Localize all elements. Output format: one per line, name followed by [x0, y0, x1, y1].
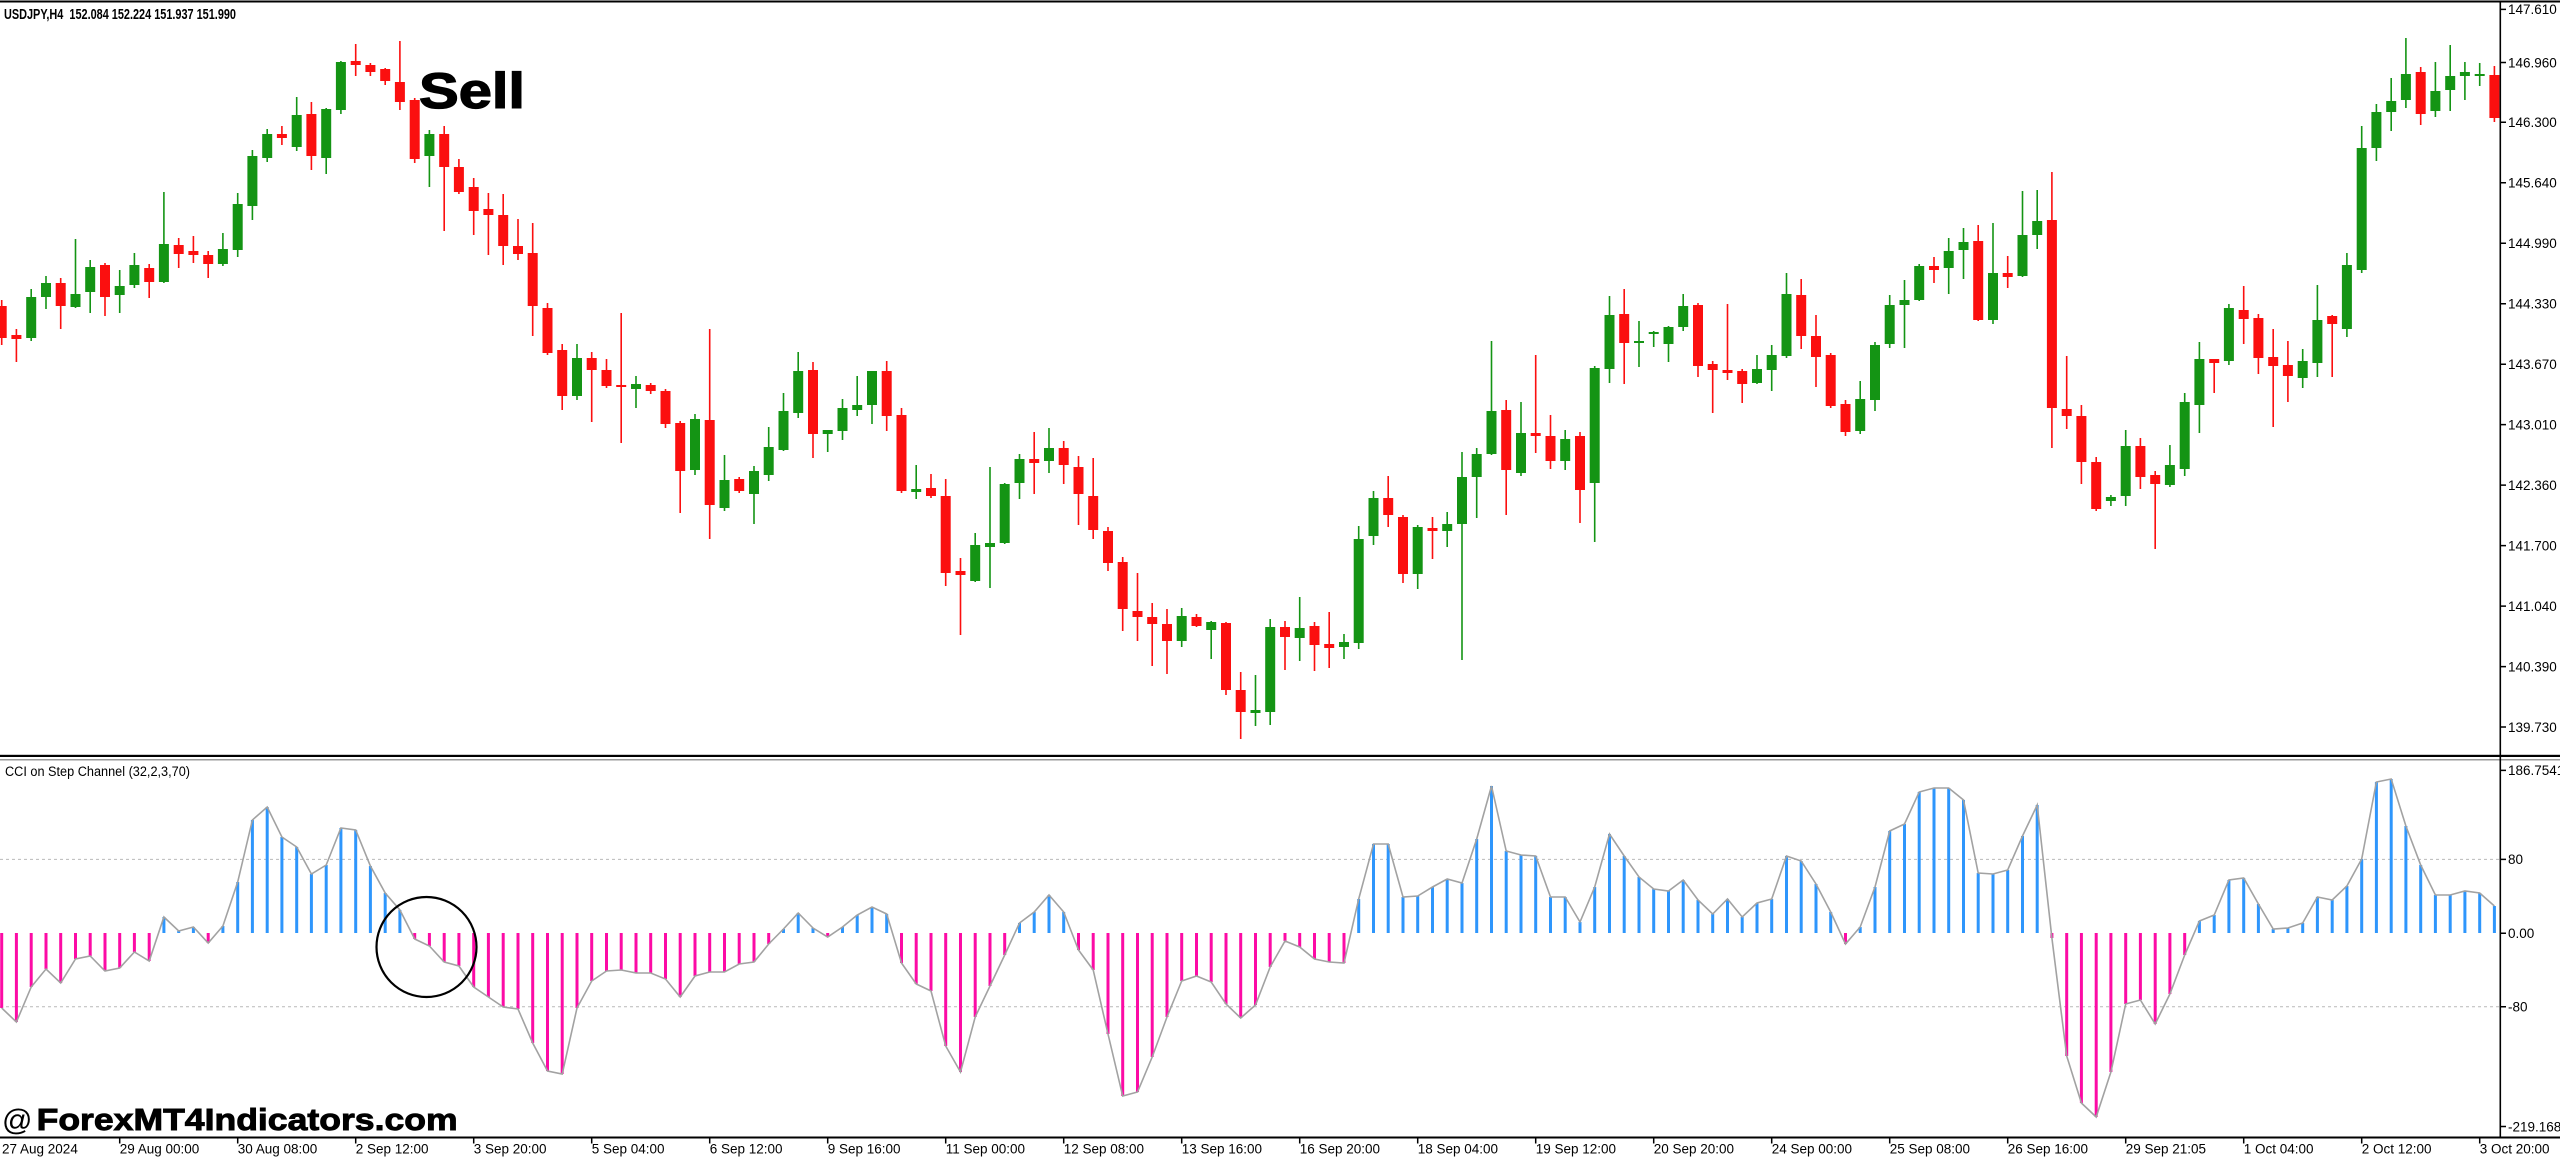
svg-text:146.300: 146.300: [2508, 115, 2557, 130]
svg-text:USDJPY,H4 152.084 152.224 151: USDJPY,H4 152.084 152.224 151.937 151.99…: [4, 6, 236, 23]
svg-text:143.670: 143.670: [2508, 357, 2557, 372]
svg-text:3 Sep 20:00: 3 Sep 20:00: [474, 1142, 547, 1157]
svg-text:141.700: 141.700: [2508, 538, 2557, 553]
svg-text:0.00: 0.00: [2508, 926, 2534, 941]
svg-text:80: 80: [2508, 852, 2523, 867]
svg-text:-80: -80: [2508, 1000, 2528, 1015]
svg-text:@: @: [2, 1104, 32, 1137]
svg-text:27 Aug 2024: 27 Aug 2024: [2, 1142, 78, 1157]
svg-text:26 Sep 16:00: 26 Sep 16:00: [2008, 1142, 2088, 1157]
svg-text:24 Sep 00:00: 24 Sep 00:00: [1772, 1142, 1852, 1157]
svg-text:30 Aug 08:00: 30 Aug 08:00: [238, 1142, 318, 1157]
svg-text:16 Sep 20:00: 16 Sep 20:00: [1300, 1142, 1380, 1157]
svg-text:20 Sep 20:00: 20 Sep 20:00: [1654, 1142, 1734, 1157]
svg-text:144.330: 144.330: [2508, 297, 2557, 312]
svg-text:145.640: 145.640: [2508, 176, 2557, 191]
svg-text:1 Oct 04:00: 1 Oct 04:00: [2244, 1142, 2314, 1157]
svg-text:Sell: Sell: [419, 63, 525, 119]
svg-text:13 Sep 16:00: 13 Sep 16:00: [1182, 1142, 1262, 1157]
svg-text:19 Sep 12:00: 19 Sep 12:00: [1536, 1142, 1616, 1157]
svg-text:186.7541: 186.7541: [2508, 763, 2560, 778]
svg-text:142.360: 142.360: [2508, 478, 2557, 493]
svg-text:139.730: 139.730: [2508, 720, 2557, 735]
svg-text:140.390: 140.390: [2508, 659, 2557, 674]
svg-text:5 Sep 04:00: 5 Sep 04:00: [592, 1142, 665, 1157]
svg-text:11 Sep 00:00: 11 Sep 00:00: [946, 1142, 1025, 1157]
svg-text:-219.1681: -219.1681: [2508, 1119, 2560, 1134]
svg-text:2 Oct 12:00: 2 Oct 12:00: [2362, 1142, 2432, 1157]
svg-text:141.040: 141.040: [2508, 599, 2557, 614]
svg-text:ForexMT4Indicators.com: ForexMT4Indicators.com: [37, 1102, 458, 1137]
svg-text:29 Aug 00:00: 29 Aug 00:00: [120, 1142, 200, 1157]
svg-text:6 Sep 12:00: 6 Sep 12:00: [710, 1142, 783, 1157]
svg-text:29 Sep 21:05: 29 Sep 21:05: [2126, 1142, 2206, 1157]
svg-text:3 Oct 20:00: 3 Oct 20:00: [2480, 1142, 2550, 1157]
svg-text:9 Sep 16:00: 9 Sep 16:00: [828, 1142, 901, 1157]
svg-text:18 Sep 04:00: 18 Sep 04:00: [1418, 1142, 1498, 1157]
svg-text:CCI on Step Channel (32,2,3,70: CCI on Step Channel (32,2,3,70): [5, 764, 190, 779]
svg-text:25 Sep 08:00: 25 Sep 08:00: [1890, 1142, 1970, 1157]
svg-text:12 Sep 08:00: 12 Sep 08:00: [1064, 1142, 1144, 1157]
svg-text:146.960: 146.960: [2508, 55, 2557, 70]
svg-text:144.990: 144.990: [2508, 236, 2557, 251]
svg-text:2 Sep 12:00: 2 Sep 12:00: [356, 1142, 429, 1157]
svg-text:147.610: 147.610: [2508, 2, 2557, 17]
svg-text:143.010: 143.010: [2508, 417, 2557, 432]
